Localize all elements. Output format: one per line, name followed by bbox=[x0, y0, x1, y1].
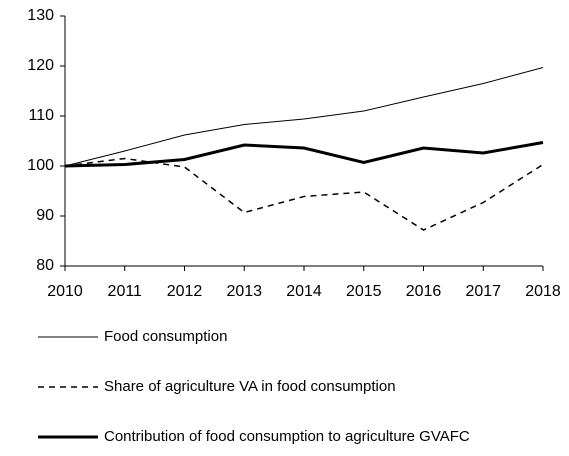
series-line bbox=[64, 67, 544, 167]
x-tick-label: 2012 bbox=[167, 283, 203, 300]
x-tick-label: 2017 bbox=[465, 283, 501, 300]
x-tick-label: 2010 bbox=[47, 283, 83, 300]
y-tick-label: 110 bbox=[28, 107, 54, 124]
x-tick-label: 2011 bbox=[108, 283, 143, 300]
x-tick-label: 2016 bbox=[406, 283, 442, 300]
x-tick-label: 2015 bbox=[346, 283, 382, 300]
x-tick-label: 2018 bbox=[525, 283, 561, 300]
x-tick-label: 2013 bbox=[226, 283, 262, 300]
legend-label: Contribution of food consumption to agri… bbox=[104, 428, 470, 445]
y-tick-label: 80 bbox=[36, 257, 54, 274]
y-tick-label: 90 bbox=[36, 207, 54, 224]
x-tick-label: 2014 bbox=[286, 283, 322, 300]
y-tick-label: 100 bbox=[27, 157, 54, 174]
y-tick-label: 120 bbox=[27, 57, 54, 74]
legend-label: Food consumption bbox=[104, 328, 227, 345]
y-tick-label: 130 bbox=[27, 7, 54, 24]
series-line bbox=[64, 141, 544, 168]
legend-label: Share of agriculture VA in food consumpt… bbox=[104, 378, 396, 395]
series-line bbox=[64, 157, 544, 231]
